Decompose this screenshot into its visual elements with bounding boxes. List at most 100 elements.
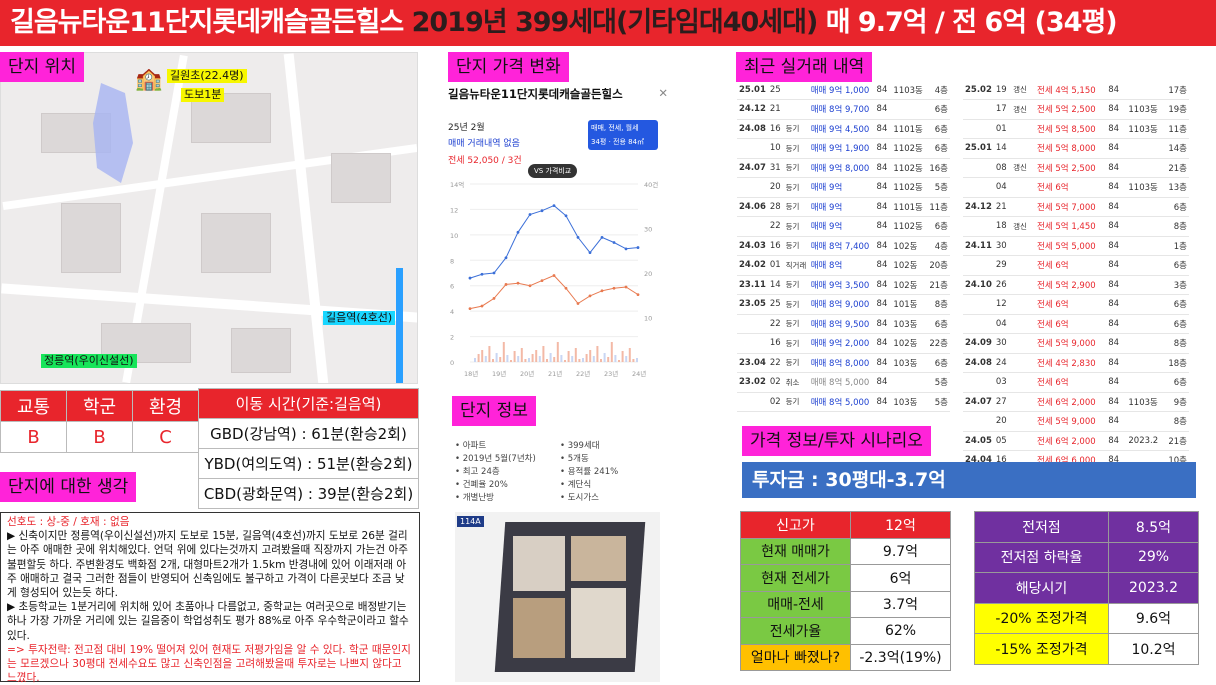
trade-price: 전세 4억 2,830 [1035,353,1107,373]
volume-bar [524,359,527,362]
trade-type [1011,333,1036,354]
trade-floor: 5층 [927,177,950,198]
trade-dong: 1102동 [891,158,928,178]
commute-table: 이동 시간(기준:길음역) GBD(강남역) : 61분(환승2회) YBD(여… [198,388,419,509]
complex-info-right-item: • 용적률 241% [560,467,619,477]
trade-month [737,138,768,159]
trade-dong [1126,158,1167,178]
trade-floor: 19층 [1166,99,1189,120]
thoughts-strategy: => 투자전략: 전고점 대비 19% 떨어져 있어 현재도 저평가임을 알 수… [7,643,411,685]
volume-bar [546,359,548,362]
volume-bar [596,346,599,362]
trade-floor: 6층 [927,99,950,120]
close-icon[interactable]: ✕ [658,86,668,100]
trade-floor: 8층 [927,294,950,315]
thoughts-box: 선호도 : 상-중 / 호재 : 없음 ▶ 신축이지만 정릉역(우이신설선)까지… [0,512,420,685]
trade-month [963,411,994,432]
trade-type: 등기 [783,216,809,237]
trade-type [1011,392,1036,412]
trade-price: 매매 9억 4,500 [808,119,875,139]
trade-row: 01 전세 5억 8,500 84 1103동 11층 [963,119,1189,139]
trade-row: 17 갱신 전세 5억 2,500 84 1103동 19층 [963,99,1189,120]
trade-dong [1126,353,1167,373]
volume-bar [571,356,574,362]
trade-dong: 1103동 [1126,119,1167,139]
trade-row: 22 등기 매매 9억 84 1102동 6층 [737,216,950,237]
trade-type [1011,411,1036,432]
x-tick: 20년 [520,369,534,378]
trade-floor: 5층 [927,372,950,393]
trade-dong: 1103동 [891,80,928,100]
chart-no-trade: 매매 거래내역 없음 [448,139,520,149]
trade-price: 전세 5억 9,000 [1035,333,1107,354]
trade-price: 매매 9억 [808,177,875,198]
trade-month: 24.03 [737,236,768,256]
trade-dong [1126,314,1167,334]
trade-price: 매매 8억 5,000 [808,372,875,393]
trade-floor: 11층 [1166,119,1189,139]
trade-area: 84 [874,353,892,373]
location-map[interactable]: 🏫 길원초(22.4명) 도보1분 길음역(4호선) 정릉역(우이신설선) [0,52,418,384]
trade-row: 24.12 21 매매 8억 9,700 84 6층 [737,99,950,120]
trade-month [963,158,994,178]
trade-area: 84 [1106,275,1127,295]
trade-floor: 21층 [927,275,950,295]
trade-type: 갱신 [1011,99,1036,120]
trade-day: 02 [767,372,784,393]
trade-month: 24.08 [737,119,768,139]
trade-area: 84 [874,392,892,412]
trade-area: 84 [1106,392,1127,412]
compare-button[interactable]: VS 가격비교 [528,164,578,178]
price-info-value: 29% [1108,541,1199,573]
trade-area: 84 [1106,236,1127,256]
trade-price: 전세 4억 5,150 [1035,80,1107,100]
price-info-key: 현재 매매가 [740,537,851,565]
trade-day: 04 [993,177,1012,198]
price-info-row: 해당시기 2023.2 [974,572,1199,604]
trade-day: 16 [767,333,784,354]
price-info-row: 전세가율 62% [740,617,951,645]
volume-bar [574,348,577,362]
trade-type [1011,294,1036,315]
trade-row: 23.05 25 등기 매매 8억 9,000 84 101동 8층 [737,294,950,315]
chart-filter-label: 매매, 전세, 월세 [591,124,639,132]
trade-price: 전세 6억 [1035,177,1107,198]
trade-price: 전세 5억 8,000 [1035,138,1107,159]
trade-month [737,216,768,237]
price-info-key: 신고가 [740,511,851,539]
volume-bar [560,355,563,362]
trade-floor: 6층 [927,119,950,139]
price-info-key: 전세가율 [740,617,851,645]
trade-dong: 1101동 [891,119,928,139]
volume-bar [592,356,595,362]
price-info-value: 8.5억 [1108,511,1199,543]
trade-month: 24.02 [737,255,768,276]
volume-bar [513,351,516,362]
trade-row: 24.08 24 전세 4억 2,830 84 18층 [963,353,1189,373]
grade-header-school: 학군 [66,390,133,422]
trade-type [1011,353,1036,373]
price-info-table: 신고가 12억 현재 매매가 9.7억 현재 전세가 6억 매매-전세 3.7억 전세가율 62%… [740,511,951,671]
trade-day: 22 [767,353,784,373]
chart-filter[interactable]: 매매, 전세, 월세 34평 · 전용 84㎡ [588,120,658,150]
price-info-key: 얼마나 빠졌나? [740,643,851,671]
trade-floor: 6층 [927,314,950,334]
volume-bar [600,359,602,362]
trade-area: 84 [874,197,892,217]
trade-floor: 6층 [1166,372,1189,393]
commute-cbd: CBD(광화문역) : 39분(환승2회) [198,478,419,509]
trade-dong: 1103동 [1126,392,1167,412]
trade-type: 등기 [783,158,809,178]
section-label-location: 단지 위치 [0,52,84,82]
trade-type: 등기 [783,314,809,334]
trade-month: 25.01 [963,138,994,159]
trade-type [783,80,809,100]
price-info-table-2: 전저점 8.5억 전저점 하락율 29% 해당시기 2023.2 -20% 조정가격 9.6억… [974,511,1199,665]
trade-row: 23.04 22 등기 매매 8억 8,000 84 103동 6층 [737,353,950,373]
trade-area: 84 [874,138,892,159]
series-point [636,246,640,249]
trade-price: 전세 6억 [1035,372,1107,393]
trade-floor: 9층 [1166,392,1189,412]
trade-floor: 14층 [1166,138,1189,159]
